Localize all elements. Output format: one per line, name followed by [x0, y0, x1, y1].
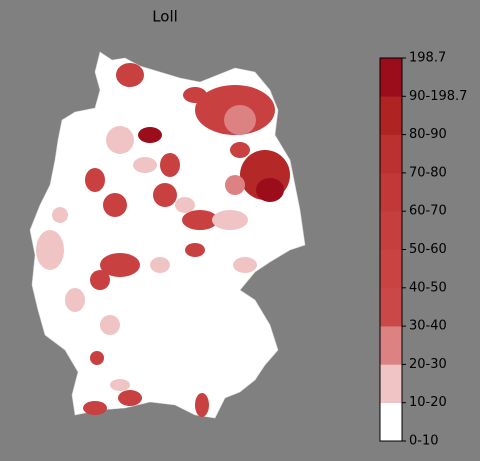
colorbar-label: 90-198.7	[409, 89, 467, 104]
colorbar-segment	[380, 96, 402, 135]
map-title: Loll	[152, 8, 178, 26]
region-patches	[83, 63, 290, 417]
colorbar-segment	[380, 58, 402, 97]
colorbar-segment	[380, 364, 402, 403]
colorbar-label: 10-20	[409, 395, 447, 410]
colorbar-segment	[380, 134, 402, 174]
colorbar-label: 198.7	[409, 51, 446, 66]
colorbar-segment	[380, 249, 402, 289]
colorbar-label: 80-90	[409, 127, 447, 142]
germany-map	[29, 51, 306, 419]
colorbar-segment	[380, 287, 402, 327]
colorbar-segment	[380, 402, 402, 442]
region-patches-light	[36, 105, 257, 391]
colorbar: 0-10 10-20 20-30 30-40 40-50 50-60 60-70 70-80 8…	[379, 51, 467, 449]
colorbar-label: 60-70	[409, 204, 447, 219]
colorbar-label: 40-50	[409, 280, 447, 295]
colorbar-label: 70-80	[409, 165, 447, 180]
colorbar-segment	[380, 172, 402, 212]
colorbar-label: 30-40	[409, 319, 447, 334]
colorbar-label: 50-60	[409, 242, 447, 257]
colorbar-segment	[380, 326, 402, 365]
colorbar-label: 20-30	[409, 357, 447, 372]
colorbar-label: 0-10	[409, 434, 439, 449]
colorbar-segment	[380, 211, 402, 250]
